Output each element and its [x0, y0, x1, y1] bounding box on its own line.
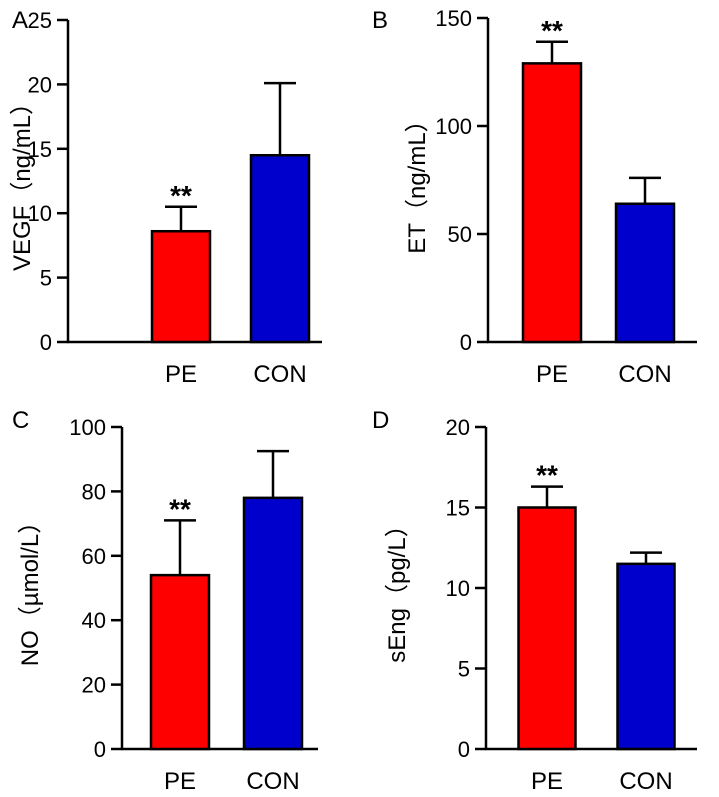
panel-d-significance-pe: ** [536, 460, 558, 491]
panel-b-y-tick-label: 50 [448, 222, 472, 247]
panel-a-y-tick-label: 0 [40, 330, 52, 355]
panel-a-letter: A [12, 7, 28, 34]
panel-b-y-tick-label: 100 [435, 114, 472, 139]
panel-d-bar-pe [517, 506, 577, 751]
panel-d-category-label-con: CON [619, 768, 672, 795]
panel-b-y-tick-label: 0 [460, 330, 472, 355]
panel-a-bar-con [249, 153, 311, 344]
panel-d-y-tick-label: 10 [446, 576, 470, 601]
panel-b-bar-con [614, 202, 676, 344]
panel-c-y-tick-label: 100 [69, 415, 106, 440]
panel-c-bar-con [242, 496, 304, 751]
panel-a-y-tick-label: 15 [28, 137, 52, 162]
panel-a-y-tick-label: 20 [28, 72, 52, 97]
panel-c-y-axis-title: NO（µmol/L） [17, 510, 44, 667]
panel-a: A 0 5 10 15 20 25 VEGF（ng/mL） ** PE CON [9, 7, 322, 388]
panel-b-y-tick-label: 150 [435, 6, 472, 31]
panel-d-bar-con [616, 562, 676, 751]
panel-d: D 0 5 10 15 20 sEng（pg/L） ** PE CON [372, 407, 697, 795]
panel-b-letter: B [372, 7, 388, 34]
panel-c-y-tick-label: 40 [82, 608, 106, 633]
panel-b-y-axis-title: ET（ng/mL） [404, 108, 431, 253]
panel-d-y-axis-title: sEng（pg/L） [384, 513, 411, 662]
panel-d-category-label-pe: PE [531, 768, 563, 795]
panel-d-letter: D [372, 407, 389, 434]
panel-a-y-tick-label: 5 [40, 266, 52, 291]
panel-b-significance-pe: ** [541, 15, 563, 46]
panel-c-bar-pe [149, 573, 211, 751]
panel-c: C 0 20 40 60 80 100 NO（µmol/L） ** PE CON [12, 407, 318, 795]
panel-c-category-label-pe: PE [164, 768, 196, 795]
panel-c-significance-pe: ** [169, 493, 191, 524]
panel-a-bar-pe [150, 229, 212, 344]
panel-d-y-tick-label: 15 [446, 496, 470, 521]
panel-b-bar-pe [521, 62, 583, 344]
panel-d-y-tick-label: 0 [458, 737, 470, 762]
panel-a-category-label-pe: PE [165, 361, 197, 388]
panel-c-y-tick-label: 60 [82, 544, 106, 569]
panel-a-category-label-con: CON [253, 361, 306, 388]
panel-b: B 0 50 100 150 ET（ng/mL） ** PE CON [372, 6, 697, 388]
panel-c-category-label-con: CON [246, 768, 299, 795]
panel-a-y-axis-title: VEGF（ng/mL） [9, 91, 36, 271]
panel-c-y-tick-label: 0 [94, 737, 106, 762]
panel-b-category-label-con: CON [618, 361, 671, 388]
panel-a-y-tick-label: 10 [28, 201, 52, 226]
panel-a-significance-pe: ** [170, 180, 192, 211]
panel-c-y-tick-label: 80 [82, 479, 106, 504]
panel-b-category-label-pe: PE [536, 361, 568, 388]
panel-c-letter: C [12, 407, 29, 434]
panel-c-y-tick-label: 20 [82, 673, 106, 698]
panel-d-y-tick-label: 20 [446, 415, 470, 440]
panel-a-y-tick-label: 25 [28, 8, 52, 33]
panel-d-y-tick-label: 5 [458, 657, 470, 682]
